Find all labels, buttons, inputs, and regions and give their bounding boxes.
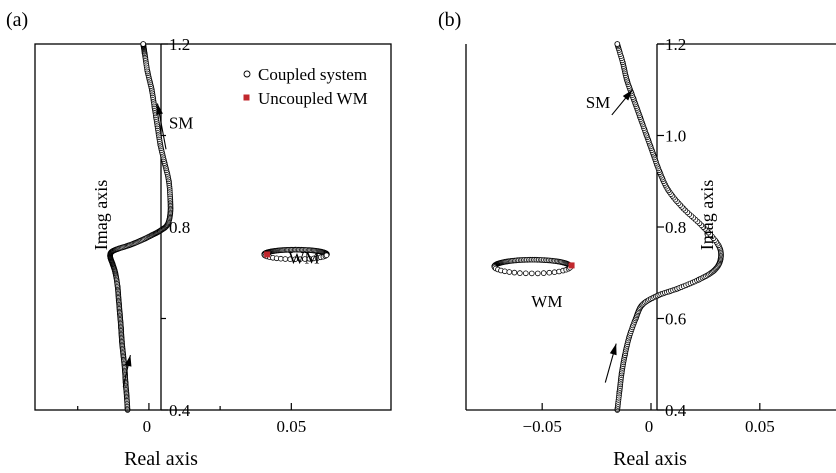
panel-b-uncoupled [569,262,575,268]
arrow-head [156,103,163,114]
x-tick-label: 0.05 [745,417,775,436]
legend-coupled-marker [244,71,250,77]
legend: Coupled system Uncoupled WM [244,65,368,108]
sm-point [141,42,146,47]
panel-b-sm-label: SM [586,93,611,112]
legend-uncoupled-label: Uncoupled WM [258,89,368,108]
wm-point [502,269,507,274]
panel-a-label: (a) [6,9,28,31]
panel-a-ylabel: Imag axis [91,180,111,250]
y-tick-label: 0.6 [665,310,686,329]
panel-a-wm-label: WM [288,249,319,268]
panel-b-wm-loop [492,257,573,275]
y-tick-label: 0.4 [665,401,687,420]
panel-b-ylabel: Imag axis [697,180,717,250]
wm-point [547,270,552,275]
panel-b: (b) 0.40.60.81.01.2−0.05 0 0.05 Imag axis … [438,9,836,470]
arrow-head [610,344,617,356]
panel-a-sm-branch [108,42,173,413]
wm-point [523,271,528,276]
panel-b-ticks: 0.4 0.6 0.8 1.0 1.2 −0.05 0 0.05 [523,35,775,436]
x-tick-label: 0.05 [276,417,306,436]
legend-coupled-label: Coupled system [258,65,367,84]
uncoupled-wm-point [264,251,270,257]
uncoupled-wm-point [569,262,575,268]
y-tick-label: 0.8 [169,218,190,237]
wm-point [518,271,523,276]
y-tick-label: 1.2 [665,35,686,54]
wm-point [283,257,288,262]
wm-point [507,270,512,275]
sm-point [615,42,620,47]
y-tick-label: 1.0 [665,127,686,146]
wm-point [324,253,329,258]
panel-a-uncoupled [264,251,270,257]
y-tick-label: 0.8 [665,218,686,237]
x-tick-label: 0 [645,417,654,436]
wm-point [512,270,517,275]
panel-a: (a) 0.4 0.8 1.2 0 0.05 Imag axis Real axis S… [6,9,391,470]
panel-b-wm-label: WM [531,292,562,311]
x-tick-label: −0.05 [523,417,562,436]
panel-b-xlabel: Real axis [613,448,687,470]
y-tick-label: 0.4 [169,401,191,420]
panel-a-xlabel: Real axis [124,448,198,470]
legend-uncoupled-marker [244,95,250,101]
panel-b-label: (b) [438,9,461,31]
y-tick-label: 1.2 [169,35,190,54]
wm-point [529,271,534,276]
x-tick-label: 0 [143,417,152,436]
wm-point [535,271,540,276]
wm-point [552,270,557,275]
wm-point [541,271,546,276]
panel-a-sm-label: SM [169,114,194,133]
wm-point [278,256,283,261]
